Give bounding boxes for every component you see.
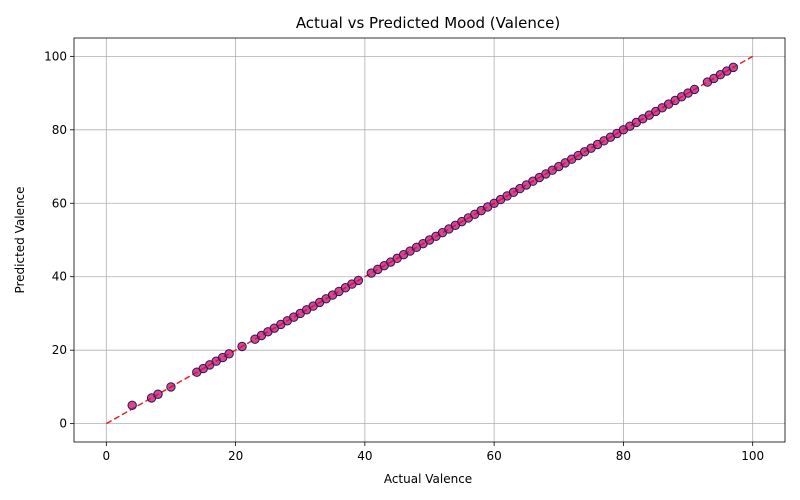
data-points: [127, 62, 738, 410]
data-point: [153, 389, 163, 399]
y-tick-label: 100: [44, 49, 67, 63]
y-tick-label: 60: [52, 196, 67, 210]
data-point: [127, 400, 137, 410]
x-axis-ticks: 0 20 40 60 80 100: [102, 442, 764, 463]
chart-title: Actual vs Predicted Mood (Valence): [296, 14, 560, 32]
x-axis-label: Actual Valence: [384, 472, 472, 486]
y-tick-label: 20: [52, 343, 67, 357]
x-tick-label: 20: [228, 449, 243, 463]
data-point: [166, 382, 176, 392]
data-point: [689, 84, 700, 95]
y-tick-label: 0: [59, 417, 67, 431]
data-point: [353, 275, 364, 286]
x-tick-label: 0: [102, 449, 110, 463]
data-point: [237, 341, 247, 352]
y-axis-ticks: 0 20 40 60 80 100: [44, 49, 74, 431]
data-point: [728, 62, 738, 73]
data-point: [224, 349, 234, 359]
plot-frame: [73, 37, 786, 443]
x-tick-label: 80: [616, 449, 631, 463]
x-tick-label: 40: [357, 449, 372, 463]
x-tick-label: 60: [486, 449, 501, 463]
y-axis-label: Predicted Valence: [13, 186, 27, 293]
y-tick-label: 40: [52, 270, 67, 284]
grid: [74, 38, 785, 442]
y-tick-label: 80: [52, 123, 67, 137]
x-tick-label: 100: [741, 449, 764, 463]
